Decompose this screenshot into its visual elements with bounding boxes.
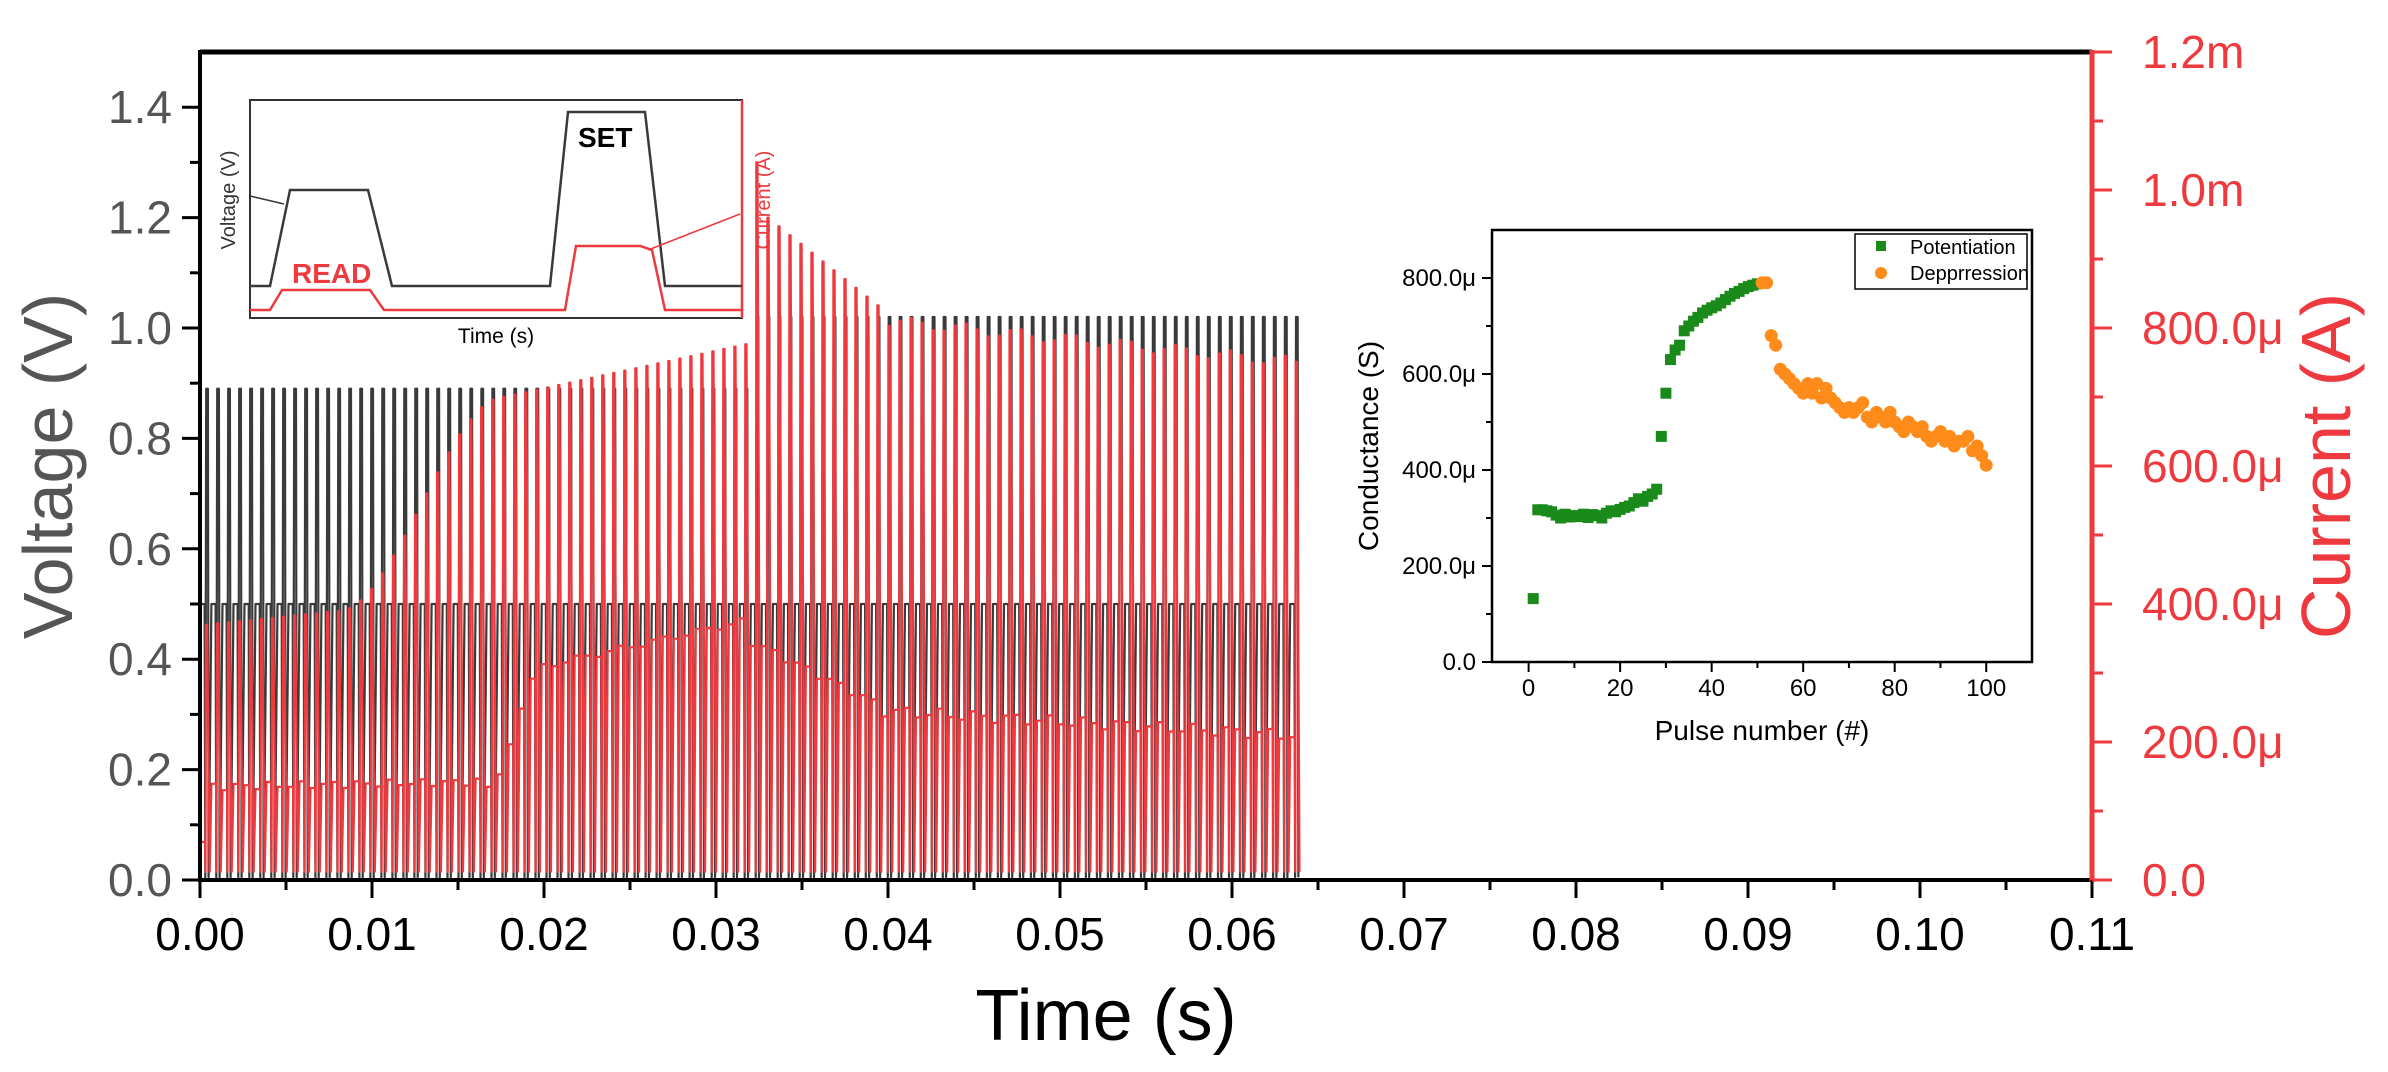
potentiation-point — [1527, 593, 1539, 605]
inset-current-line — [250, 244, 742, 312]
y2-tick-label: 1.0m — [2142, 164, 2244, 216]
inset-voltage-line — [250, 110, 742, 288]
potentiation-point — [1665, 354, 1676, 366]
depression-point — [1979, 458, 1993, 472]
scatter-y-tick-label: 800.0μ — [1402, 265, 1476, 292]
x-tick-label: 0.03 — [671, 908, 761, 960]
conductance-inset: 0 20 40 60 80 100 Pulse number (#) 0.0 200.0μ 400… — [1353, 228, 2034, 746]
legend-potentiation-marker — [1876, 241, 1886, 251]
x-tick-label: 0.04 — [843, 908, 933, 960]
depression-point — [1760, 276, 1774, 290]
y-tick-label: 0.0 — [108, 854, 172, 906]
scatter-y-tick-label: 0.0 — [1443, 649, 1476, 676]
waveform-inset: READ SET Time (s) Voltage (V) Current (A) — [218, 99, 775, 348]
potentiation-point — [1674, 339, 1686, 351]
voltage-series-line — [198, 315, 1300, 879]
scatter-y-tick-label: 400.0μ — [1402, 457, 1476, 484]
scatter-y-tick-label: 600.0μ — [1402, 361, 1476, 388]
y2-tick-label: 0.0 — [2142, 854, 2206, 906]
scatter-x-tick-label: 80 — [1881, 675, 1908, 702]
x-tick-label: 0.00 — [155, 908, 245, 960]
y2-tick-label: 1.2m — [2142, 26, 2244, 78]
x-tick-label: 0.01 — [327, 908, 417, 960]
y2-tick-label: 400.0μ — [2142, 578, 2284, 630]
inset-current-pointer — [647, 213, 741, 251]
y-tick-label: 1.2 — [108, 192, 172, 244]
scatter-x-tick-label: 40 — [1698, 675, 1725, 702]
y-tick-label: 0.8 — [108, 412, 172, 464]
x-tick-label: 0.09 — [1703, 908, 1793, 960]
y-axis-title: Voltage (V) — [9, 293, 87, 639]
potentiation-point — [1651, 483, 1663, 495]
x-axis-title: Time (s) — [975, 976, 1236, 1056]
legend-depression-marker — [1875, 267, 1887, 279]
inset-x-axis-title: Time (s) — [458, 325, 534, 348]
set-annotation: SET — [578, 122, 632, 153]
x-tick-label: 0.07 — [1359, 908, 1449, 960]
inset-y2-axis-title: Current (A) — [753, 151, 775, 250]
potentiation-point — [1660, 387, 1672, 399]
y-tick-label: 0.6 — [108, 523, 172, 575]
read-annotation: READ — [292, 258, 371, 289]
scatter-y-tick-label: 200.0μ — [1402, 553, 1476, 580]
main-plot: 0.00 0.01 0.02 0.03 0.04 0.05 0.06 0.07 0.08 0.09… — [9, 26, 2365, 1056]
legend-potentiation-label: Potentiation — [1910, 237, 2016, 259]
scatter-x-tick-label: 60 — [1790, 675, 1817, 702]
y-tick-label: 0.4 — [108, 633, 172, 685]
x-tick-label: 0.06 — [1187, 908, 1277, 960]
depression-point — [1961, 429, 1975, 443]
x-tick-label: 0.10 — [1875, 908, 1965, 960]
depression-point — [1856, 396, 1870, 410]
x-tick-label: 0.05 — [1015, 908, 1105, 960]
scatter-x-tick-label: 0 — [1522, 675, 1535, 702]
scatter-legend: Potentiation Depprression — [1854, 233, 2029, 290]
scatter-x-axis-title: Pulse number (#) — [1655, 715, 1870, 746]
x-tick-label: 0.11 — [2049, 908, 2135, 960]
scatter-x-tick-label: 100 — [1966, 675, 2006, 702]
current-series-line — [198, 161, 1301, 873]
y2-axis-title: Current (A) — [2287, 293, 2365, 639]
scatter-y-axis-title: Conductance (S) — [1353, 341, 1384, 551]
y2-tick-label: 200.0μ — [2142, 716, 2284, 768]
y-tick-label: 1.4 — [108, 81, 172, 133]
potentiation-point — [1655, 430, 1667, 442]
inset-y-axis-title: Voltage (V) — [218, 151, 240, 250]
inset-voltage-pointer — [249, 195, 285, 205]
depression-point — [1769, 338, 1783, 352]
scatter-x-tick-label: 20 — [1607, 675, 1634, 702]
legend-depression-label: Depprression — [1910, 263, 2029, 285]
x-tick-label: 0.02 — [499, 908, 589, 960]
x-tick-label: 0.08 — [1531, 908, 1621, 960]
y2-tick-label: 800.0μ — [2142, 302, 2284, 354]
y-tick-label: 0.2 — [108, 744, 172, 796]
y2-tick-label: 600.0μ — [2142, 440, 2284, 492]
y-tick-label: 1.0 — [108, 302, 172, 354]
